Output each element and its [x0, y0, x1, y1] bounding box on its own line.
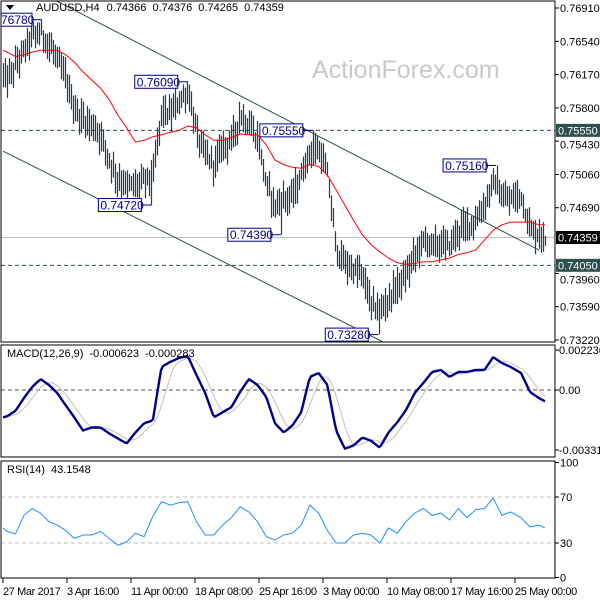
price-axis: 0.76910 0.76540 0.76170 0.75800 0.75430 0.750… [555, 3, 600, 347]
swing-label-text: 0.76780 [0, 13, 35, 27]
swing-label-text: 0.76090 [137, 75, 181, 89]
macd-plot-area [1, 355, 555, 450]
price-axis-label: 0.74690 [560, 203, 600, 215]
swing-label-box [134, 74, 179, 89]
swing-label-text: 0.75160 [445, 159, 489, 173]
rsi-axis-label: 30 [560, 538, 572, 550]
swing-label-box [259, 123, 304, 138]
rsi-axis-label: 0 [560, 573, 566, 585]
level-price-badge [556, 123, 600, 137]
swing-label-text: 0.74720 [100, 199, 144, 213]
level-price-badge [556, 258, 600, 272]
time-axis-label: 3 May 00:00 [323, 586, 379, 598]
macd-axis-label: 0.00 [559, 385, 580, 397]
level-price-badge-text: 0.74050 [558, 260, 598, 272]
price-axis-label: 0.76910 [560, 3, 600, 15]
rsi-axis-label: 70 [560, 492, 572, 504]
price-axis-label: 0.73960 [560, 274, 600, 286]
rsi-panel[interactable]: RSI(14) 43.1548 100 70 30 0 [0, 458, 578, 585]
main-price-panel[interactable]: ActionForex.com 0.767800.760900.747200.7… [0, 0, 600, 347]
rsi-line [2, 497, 546, 546]
time-axis-label: 25 May 00:00 [515, 586, 577, 598]
rsi-title: RSI(14) 43.1548 [7, 464, 91, 476]
macd-main-value: -0.000623 [89, 348, 139, 360]
time-axis-label: 18 Apr 08:00 [195, 586, 253, 598]
swing-label-box [227, 227, 272, 242]
triangle-down-icon[interactable] [6, 5, 14, 10]
rsi-axis-label: 100 [560, 458, 578, 470]
current-price-badge [556, 231, 600, 245]
watermark: ActionForex.com [312, 56, 500, 84]
macd-title-label: MACD(12,26,9) [7, 348, 83, 360]
swing-label-text: 0.73280 [327, 328, 371, 342]
swing-label-text: 0.75550 [262, 124, 306, 138]
macd-axis: 0.002236 0.00 -0.003316 [555, 345, 600, 457]
time-axis-label: 27 Mar 2017 [3, 586, 61, 598]
current-price-badge-text: 0.74359 [558, 233, 598, 245]
swing-label-box [324, 327, 369, 342]
price-plot-area: 0.76780 0.76090 0.74720 0.74390 0.75550 0.751… [0, 1, 555, 342]
price-axis-label: 0.75060 [560, 169, 600, 181]
time-axis-label: 11 Apr 00:00 [131, 586, 188, 598]
price-axis-label: 0.75800 [560, 103, 600, 115]
swing-label-box [442, 158, 487, 173]
rsi-axis: 100 70 30 0 [555, 458, 578, 585]
time-axis-label: 25 Apr 16:00 [259, 586, 317, 598]
swing-label-box [97, 198, 142, 213]
channel-trend-line [2, 150, 383, 342]
time-axis: 27 Mar 2017 3 Apr 16:00 11 Apr 00:00 18 Apr… [2, 578, 578, 598]
rsi-value: 43.1548 [51, 464, 91, 476]
price-axis-label: 0.73220 [560, 335, 600, 347]
symbol-label: AUDUSD,H4 [36, 2, 100, 14]
moving-average-line [2, 49, 545, 265]
open-value: 0.74366 [107, 2, 147, 14]
swing-label-box [1, 12, 33, 27]
time-axis-label: 3 Apr 16:00 [67, 586, 119, 598]
time-axis-label: 10 May 08:00 [387, 586, 449, 598]
rsi-panel-frame [0, 460, 556, 579]
macd-axis-label: 0.002236 [559, 345, 600, 357]
price-axis-label: 0.73590 [560, 302, 600, 314]
macd-axis-label: -0.003316 [559, 445, 600, 457]
main-panel-frame [0, 0, 556, 343]
rsi-title-label: RSI(14) [7, 464, 45, 476]
macd-signal-value: -0.000283 [145, 348, 195, 360]
swing-label-text: 0.74390 [230, 228, 274, 242]
time-axis-label: 17 May 16:00 [451, 586, 513, 598]
low-value: 0.74265 [198, 2, 238, 14]
price-axis-label: 0.76540 [560, 36, 600, 48]
rsi-plot-area [1, 496, 555, 546]
price-axis-label: 0.76170 [560, 70, 600, 82]
chart-header: AUDUSD,H4 0.74366 0.74376 0.74265 0.7435… [36, 2, 284, 14]
macd-panel-frame [0, 344, 556, 458]
macd-title: MACD(12,26,9) -0.000623 -0.000283 [7, 348, 195, 360]
macd-main-line [2, 355, 546, 450]
level-price-badge-text: 0.75550 [558, 125, 598, 137]
high-value: 0.74376 [152, 2, 192, 14]
close-value: 0.74359 [244, 2, 284, 14]
price-axis-label: 0.75430 [560, 139, 600, 151]
macd-panel[interactable]: MACD(12,26,9) -0.000623 -0.000283 0.0022… [0, 344, 600, 458]
